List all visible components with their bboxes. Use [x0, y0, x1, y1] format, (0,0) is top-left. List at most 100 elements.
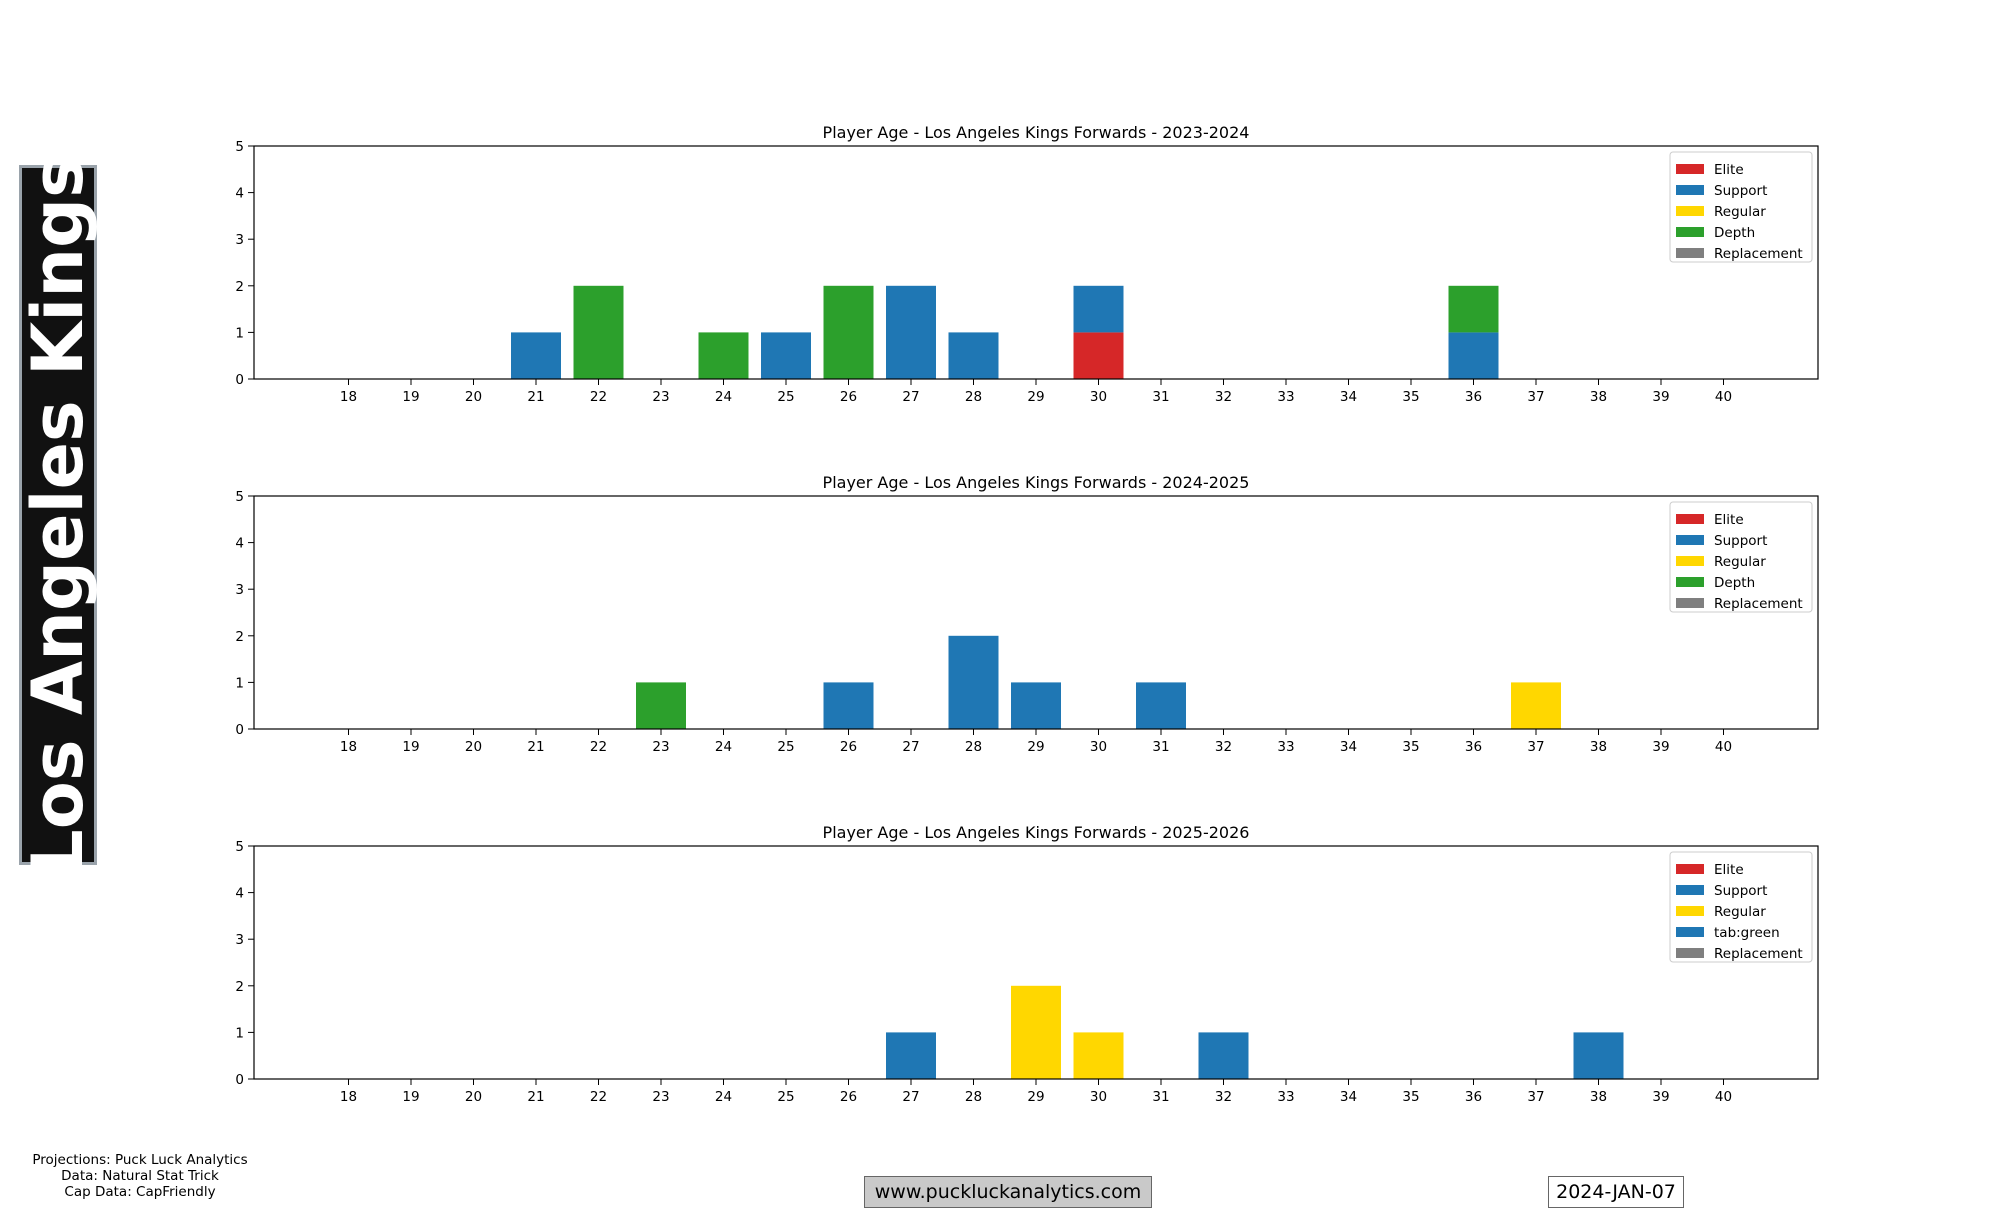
bar-support: [761, 332, 811, 379]
x-tick-label: 28: [965, 389, 982, 405]
bar-support: [511, 332, 561, 379]
x-tick-label: 22: [590, 1089, 607, 1105]
legend-label: tab:green: [1714, 925, 1780, 941]
y-tick-label: 0: [235, 372, 244, 388]
y-tick-label: 3: [235, 582, 244, 598]
x-tick-label: 35: [1402, 389, 1419, 405]
bar-support: [823, 682, 874, 729]
bar-support: [1136, 682, 1186, 729]
legend: Elite Support Regular tab:green Replacement: [1669, 851, 1813, 963]
y-tick-label: 0: [235, 1072, 244, 1088]
x-tick-label: 33: [1277, 739, 1294, 755]
legend-swatch: [1676, 535, 1704, 545]
x-tick-label: 32: [1215, 1089, 1232, 1105]
legend-swatch: [1676, 906, 1704, 916]
bar-depth: [823, 285, 874, 379]
legend-swatch: [1676, 927, 1704, 937]
x-tick-label: 22: [590, 739, 607, 755]
y-tick-label: 5: [235, 139, 244, 155]
x-tick-label: 21: [527, 1089, 544, 1105]
legend-label: Depth: [1714, 575, 1755, 591]
y-tick-label: 2: [235, 979, 244, 995]
bar-support: [886, 1032, 936, 1079]
x-tick-label: 31: [1152, 739, 1169, 755]
x-tick-label: 23: [652, 739, 669, 755]
y-tick-label: 5: [235, 839, 244, 855]
bar-depth: [573, 285, 624, 379]
bar-support: [886, 285, 936, 379]
x-tick-label: 34: [1340, 739, 1357, 755]
x-tick-label: 34: [1340, 1089, 1357, 1105]
x-tick-label: 20: [465, 1089, 482, 1105]
credit-cap-data: Cap Data: CapFriendly: [64, 1184, 216, 1200]
bar-regular: [1011, 985, 1061, 1079]
x-tick-label: 38: [1590, 1089, 1607, 1105]
bar-support: [1573, 1032, 1624, 1079]
legend-label: Replacement: [1714, 596, 1803, 612]
x-tick-label: 36: [1465, 1089, 1482, 1105]
bar-depth: [1448, 285, 1499, 333]
x-tick-label: 32: [1215, 389, 1232, 405]
legend-label: Regular: [1714, 904, 1766, 920]
x-tick-label: 24: [715, 739, 732, 755]
x-tick-label: 33: [1277, 389, 1294, 405]
legend-swatch: [1676, 185, 1704, 195]
x-tick-label: 39: [1652, 389, 1669, 405]
legend-swatch: [1676, 206, 1704, 216]
bar-depth: [636, 682, 686, 729]
legend: Elite Support Regular Depth Replacement: [1669, 151, 1813, 263]
legend-box: [1669, 501, 1813, 613]
x-tick-label: 40: [1715, 389, 1732, 405]
x-tick-label: 30: [1090, 389, 1107, 405]
x-tick-label: 29: [1027, 389, 1044, 405]
x-tick-label: 20: [465, 739, 482, 755]
x-tick-label: 21: [527, 389, 544, 405]
x-tick-label: 34: [1340, 389, 1357, 405]
y-tick-label: 1: [235, 1025, 244, 1041]
legend-swatch: [1676, 227, 1704, 237]
plot-frame: [253, 145, 1819, 380]
x-tick-label: 27: [902, 389, 919, 405]
y-tick-label: 5: [235, 489, 244, 505]
x-tick-label: 30: [1090, 739, 1107, 755]
x-tick-label: 39: [1652, 739, 1669, 755]
bar-depth: [698, 332, 749, 379]
x-tick-label: 30: [1090, 1089, 1107, 1105]
x-tick-label: 38: [1590, 389, 1607, 405]
bar-regular: [1073, 1032, 1124, 1079]
x-tick-label: 27: [902, 739, 919, 755]
x-tick-label: 31: [1152, 389, 1169, 405]
y-tick-label: 2: [235, 629, 244, 645]
legend-swatch: [1676, 885, 1704, 895]
bar-support: [1073, 285, 1124, 333]
legend-box: [1669, 151, 1813, 263]
legend-swatch: [1676, 948, 1704, 958]
legend-label: Elite: [1714, 512, 1744, 528]
x-tick-label: 40: [1715, 739, 1732, 755]
chart-3: Player Age - Los Angeles Kings Forwards …: [235, 823, 1819, 1105]
legend-swatch: [1676, 577, 1704, 587]
x-tick-label: 31: [1152, 1089, 1169, 1105]
chart-1: Player Age - Los Angeles Kings Forwards …: [235, 123, 1819, 405]
x-tick-label: 19: [402, 739, 419, 755]
y-tick-label: 3: [235, 932, 244, 948]
bar-support: [1198, 1032, 1249, 1079]
x-tick-label: 28: [965, 1089, 982, 1105]
x-tick-label: 33: [1277, 1089, 1294, 1105]
x-tick-label: 35: [1402, 739, 1419, 755]
x-tick-label: 24: [715, 1089, 732, 1105]
x-tick-label: 20: [465, 389, 482, 405]
legend-label: Regular: [1714, 204, 1766, 220]
y-tick-label: 1: [235, 675, 244, 691]
date-label: 2024-JAN-07: [1548, 1176, 1684, 1208]
x-tick-label: 32: [1215, 739, 1232, 755]
x-tick-label: 25: [777, 389, 794, 405]
x-tick-label: 21: [527, 739, 544, 755]
x-tick-label: 29: [1027, 1089, 1044, 1105]
team-banner: Los Angeles Kings: [17, 156, 99, 874]
x-tick-label: 37: [1527, 739, 1544, 755]
x-tick-label: 36: [1465, 389, 1482, 405]
y-tick-label: 3: [235, 232, 244, 248]
legend-label: Support: [1714, 183, 1767, 199]
y-tick-label: 2: [235, 279, 244, 295]
